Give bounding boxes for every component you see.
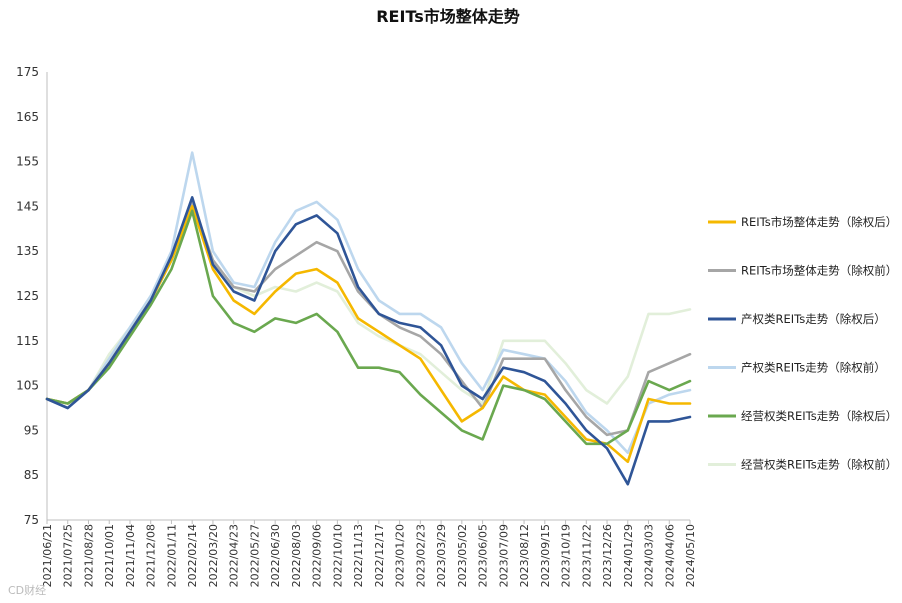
legend-label-4: 经营权类REITs走势（除权后）: [741, 409, 897, 423]
y-tick-label: 115: [16, 334, 39, 348]
x-tick-label: 2022/08/03: [290, 524, 303, 587]
y-tick-label: 125: [16, 289, 39, 303]
x-tick-label: 2022/03/20: [207, 524, 220, 587]
legend: REITs市场整体走势（除权后） REITs市场整体走势（除权前） 产权类REITs…: [708, 215, 897, 472]
x-tick-label: 2023/06/05: [477, 524, 490, 587]
y-tick-label: 175: [16, 65, 39, 79]
legend-label-1: REITs市场整体走势（除权前）: [741, 264, 897, 278]
x-tick-label: 2022/10/10: [331, 524, 344, 587]
y-tick-label: 155: [16, 155, 39, 169]
x-tick-label: 2021/08/28: [82, 524, 95, 587]
x-tick-label: 2023/03/29: [435, 524, 448, 587]
x-tick-label: 2021/11/04: [124, 524, 137, 587]
y-tick-label: 165: [16, 110, 39, 124]
y-tick-label: 135: [16, 244, 39, 258]
series-line-1: [45, 200, 692, 437]
x-tick-label: 2024/01/29: [622, 524, 635, 587]
series-lines: [45, 151, 692, 486]
x-tick-label: 2023/02/23: [414, 524, 427, 587]
x-tick-label: 2022/04/23: [228, 524, 241, 587]
x-tick-label: 2021/07/25: [62, 524, 75, 587]
x-tick-label: 2023/07/09: [497, 524, 510, 587]
chart-title: REITs市场整体走势: [376, 7, 520, 26]
series-line-2: [45, 196, 692, 486]
x-tick-label: 2021/10/01: [103, 524, 116, 587]
legend-label-3: 产权类REITs走势（除权前）: [741, 361, 886, 375]
x-tick-label: 2024/04/06: [663, 524, 676, 587]
legend-label-2: 产权类REITs走势（除权后）: [741, 312, 886, 326]
watermark: CD财经: [8, 583, 46, 597]
x-tick-label: 2023/09/15: [539, 524, 552, 587]
x-tick-label: 2022/01/11: [165, 524, 178, 587]
y-tick-label: 95: [24, 423, 39, 437]
legend-label-5: 经营权类REITs走势（除权前）: [741, 458, 897, 472]
x-tick-label: 2022/09/06: [311, 524, 324, 587]
y-tick-label: 105: [16, 379, 39, 393]
y-tick-label: 85: [24, 468, 39, 482]
x-tick-label: 2023/12/26: [601, 524, 614, 587]
legend-label-0: REITs市场整体走势（除权后）: [741, 215, 897, 229]
x-tick-label: 2023/10/19: [560, 524, 573, 587]
x-tick-label: 2021/12/08: [145, 524, 158, 587]
x-tick-label: 2023/05/02: [456, 524, 469, 587]
series-line-3: [45, 151, 692, 455]
x-tick-label: 2022/06/30: [269, 524, 282, 587]
x-tick-label: 2024/03/03: [643, 524, 656, 587]
y-tick-label: 75: [24, 513, 39, 527]
x-tick-label: 2022/11/13: [352, 524, 365, 587]
x-tick-label: 2024/05/10: [684, 524, 697, 587]
y-tick-label: 145: [16, 199, 39, 213]
x-tick-label: 2023/08/12: [518, 524, 531, 587]
series-line-4: [45, 209, 692, 446]
axes: 75 85 95 105 115 125 135 145 155 165 175 2021/06/21…: [16, 65, 697, 587]
x-tick-label: 2022/02/14: [186, 524, 199, 587]
x-tick-label: 2021/06/21: [41, 524, 54, 587]
x-tick-label: 2023/01/20: [394, 524, 407, 587]
x-tick-label: 2023/11/22: [580, 524, 593, 587]
x-tick-label: 2022/12/17: [373, 524, 386, 587]
x-tick-label: 2022/05/27: [248, 524, 261, 587]
